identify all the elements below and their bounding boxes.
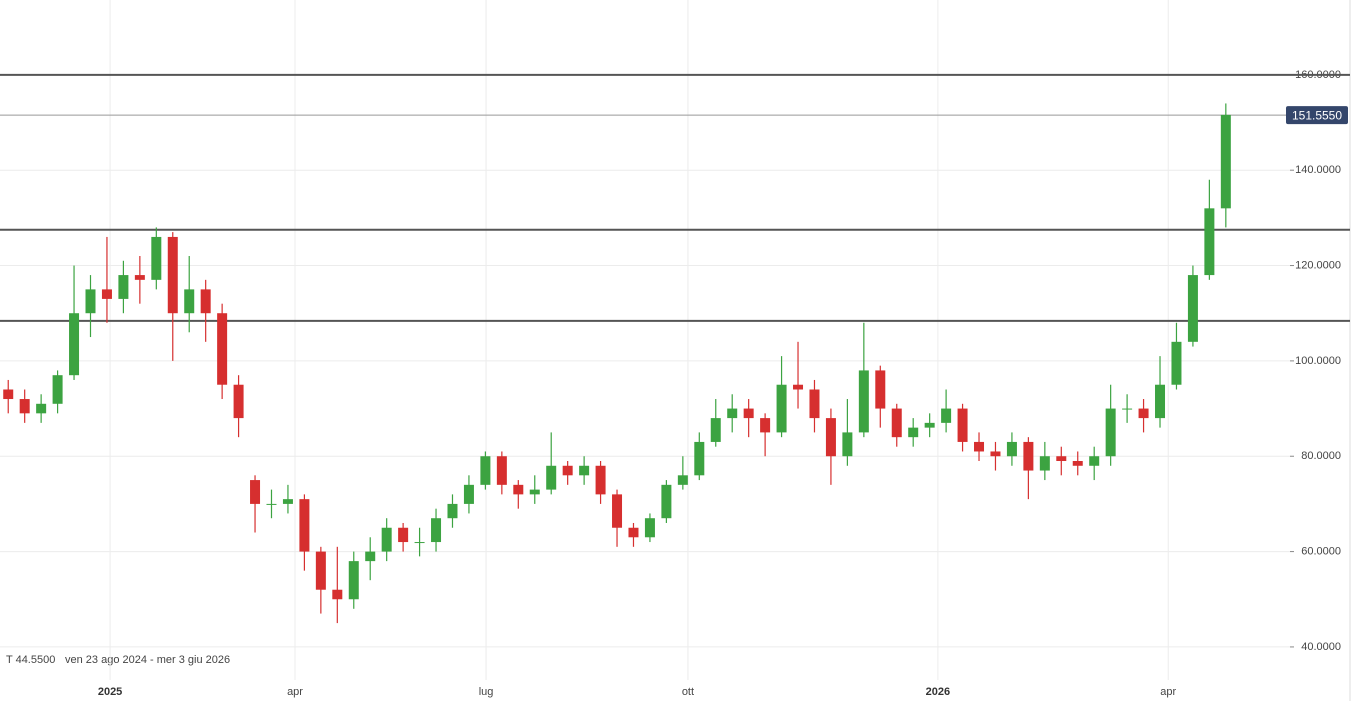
candle-body [447, 503, 458, 519]
candle-body [315, 551, 326, 590]
candle-body [1220, 114, 1231, 209]
candle-body [134, 275, 145, 280]
x-tick-label: lug [479, 686, 494, 698]
candle-body [513, 484, 524, 495]
candle-body [858, 370, 869, 433]
candle-body [52, 375, 63, 404]
candle-body [101, 289, 112, 299]
candle-body [760, 418, 771, 433]
candle-body [546, 465, 557, 490]
x-tick-label: apr [287, 686, 303, 698]
candle-body [562, 465, 573, 476]
candle-body [1138, 408, 1149, 419]
candle-body [595, 465, 606, 495]
candle-body [266, 503, 277, 505]
candle-body [85, 289, 96, 314]
candle-body [579, 465, 590, 476]
y-tick-label: 100.0000 [1295, 355, 1341, 367]
candle-body [1006, 441, 1017, 457]
x-tick-label: 2026 [926, 686, 950, 698]
candle-body [825, 418, 836, 457]
candle-body [809, 389, 820, 419]
x-tick-label: apr [1160, 686, 1176, 698]
candle-body [842, 432, 853, 457]
candle-body [612, 494, 623, 528]
candle-body [974, 441, 985, 452]
candle-body [644, 518, 655, 538]
candle-body [990, 451, 1001, 457]
candle-body [727, 408, 738, 419]
last-price-badge [1286, 106, 1348, 125]
candle-body [924, 422, 935, 428]
candle-body [793, 384, 804, 390]
candle-body [776, 384, 787, 433]
y-tick-label: 140.0000 [1295, 164, 1341, 176]
candle-body [1039, 456, 1050, 471]
candle-body [36, 403, 47, 414]
candle-body [118, 275, 129, 299]
candle-body [496, 456, 507, 485]
candle-body [891, 408, 902, 438]
candle-body [463, 484, 474, 504]
y-tick-label: 120.0000 [1295, 259, 1341, 271]
candle-body [282, 499, 293, 504]
y-tick-label: 60.0000 [1301, 545, 1341, 557]
candle-body [332, 589, 343, 600]
candle-body [299, 499, 310, 552]
last-price-label: 151.5550 [1292, 108, 1342, 122]
candle-body [398, 527, 409, 543]
candle-body [381, 527, 392, 552]
candle-body [1187, 275, 1198, 342]
x-tick-label: ott [682, 686, 694, 698]
candle-body [875, 370, 886, 409]
candle-body [233, 384, 244, 419]
candle-body [941, 408, 952, 423]
candle-body [1122, 408, 1133, 410]
candle-body [628, 527, 639, 538]
candle-body [710, 418, 721, 442]
candle-body [414, 542, 425, 544]
candle-body [1056, 456, 1067, 462]
candle-body [908, 427, 919, 438]
candle-body [431, 518, 442, 543]
candle-body [365, 551, 376, 562]
candle-body [217, 313, 228, 385]
candle-body [348, 561, 359, 600]
candle-body [200, 289, 211, 314]
candle-body [1023, 441, 1034, 471]
candle-body [1072, 461, 1083, 466]
candle-body [3, 389, 14, 400]
candle-body [1089, 456, 1100, 466]
candle-body [957, 408, 968, 442]
candle-body [480, 456, 491, 485]
candle-body [151, 236, 162, 280]
y-tick-label: 80.0000 [1301, 450, 1341, 462]
x-tick-label: 2025 [98, 686, 122, 698]
candle-body [69, 313, 80, 376]
candle-body [19, 399, 30, 414]
cursor-text: T 44.5500 [6, 654, 55, 666]
candle-body [1204, 208, 1215, 276]
candle-body [743, 408, 754, 419]
candle-body [661, 484, 672, 519]
candle-body [167, 236, 178, 314]
candle-body [694, 441, 705, 476]
candle-body [1155, 384, 1166, 419]
candle-body [184, 289, 195, 314]
y-tick-label: 40.0000 [1301, 641, 1341, 653]
candle-body [677, 475, 688, 485]
candle-body [529, 489, 540, 495]
candle-body [1105, 408, 1116, 457]
candle-body [1171, 341, 1182, 385]
range-text: ven 23 ago 2024 - mer 3 giu 2026 [65, 654, 230, 666]
candle-body [250, 480, 261, 504]
